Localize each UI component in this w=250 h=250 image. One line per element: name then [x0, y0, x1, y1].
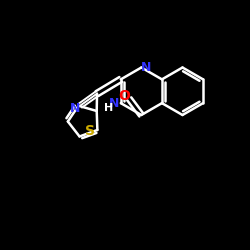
Text: H: H: [104, 102, 114, 113]
Text: O: O: [118, 89, 130, 103]
Text: N: N: [109, 96, 120, 110]
Text: N: N: [141, 61, 152, 74]
Text: N: N: [70, 102, 80, 114]
Text: S: S: [85, 124, 95, 138]
